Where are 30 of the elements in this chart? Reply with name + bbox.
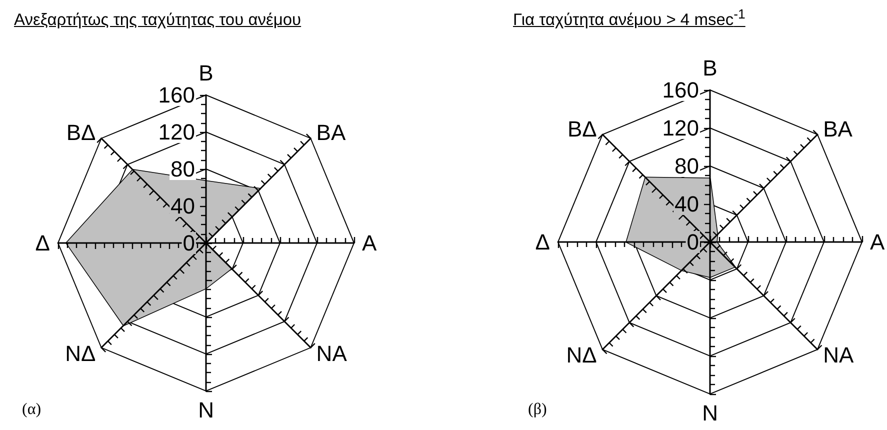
spoke-label: Ν xyxy=(702,400,718,426)
chart-title: Ανεξαρτήτως της ταχύτητας του ανέμου xyxy=(14,10,302,30)
spoke-label: ΝΔ xyxy=(566,342,598,368)
y-tick-label: 120 xyxy=(662,116,699,140)
spoke-label: Α xyxy=(362,230,377,256)
spoke-label: Β xyxy=(702,56,718,81)
spoke-label: Ν xyxy=(198,398,214,422)
spoke-label: Δ xyxy=(535,230,550,254)
y-tick-label: 0 xyxy=(686,230,699,254)
spoke-label: ΒΔ xyxy=(567,116,598,142)
spoke-label: Δ xyxy=(35,230,50,256)
spoke-label: ΒΑ xyxy=(823,116,853,142)
y-tick-label: 160 xyxy=(662,78,699,102)
y-tick-label: 160 xyxy=(158,82,195,108)
spoke-label: ΒΔ xyxy=(66,120,96,146)
y-tick-label: 0 xyxy=(182,230,195,256)
y-tick-label: 40 xyxy=(170,194,195,218)
text: (α) xyxy=(22,400,42,420)
spoke-label: ΝΔ xyxy=(65,340,96,366)
spoke-label: ΒΑ xyxy=(316,120,346,146)
y-tick-label: 80 xyxy=(674,154,699,178)
y-tick-label: 40 xyxy=(674,192,699,216)
spoke-label: Α xyxy=(870,230,885,254)
y-tick-label: 80 xyxy=(170,156,195,182)
chart-title: Για ταχύτητα ανέμου > 4 msec$^{-1}$ xyxy=(513,6,746,30)
spoke-label: ΝΑ xyxy=(316,340,348,366)
y-tick-label: 120 xyxy=(158,120,195,144)
spoke-label: ΝΑ xyxy=(823,342,854,368)
spoke-label: Β xyxy=(198,60,214,86)
text: (β) xyxy=(528,400,547,420)
